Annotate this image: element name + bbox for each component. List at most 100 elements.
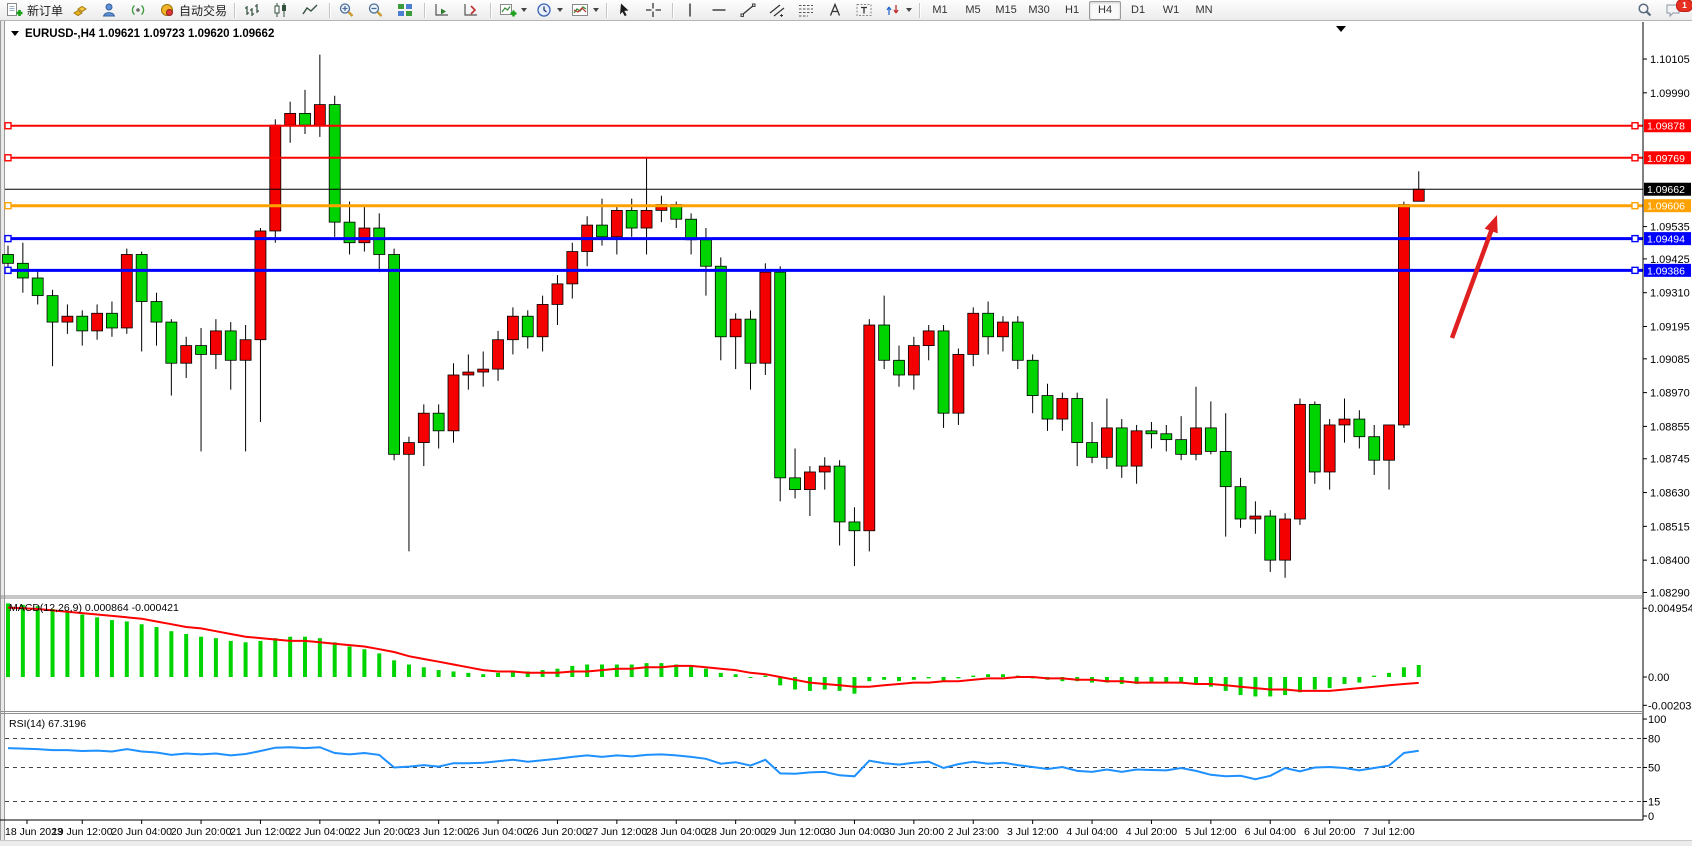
candle-down xyxy=(1175,439,1188,455)
macd-histogram-bar xyxy=(1149,677,1154,683)
macd-histogram-bar xyxy=(1104,677,1109,683)
macd-histogram-bar xyxy=(258,640,263,678)
arrows-button[interactable] xyxy=(880,0,916,21)
indicators-button[interactable] xyxy=(567,0,603,21)
trendline-icon xyxy=(740,3,756,17)
macd-histogram-bar xyxy=(466,672,471,678)
community-button[interactable] xyxy=(96,0,125,21)
zoom-out-button[interactable] xyxy=(363,0,392,21)
candle-down xyxy=(224,330,237,361)
candle-down xyxy=(833,465,846,523)
macd-histogram-bar xyxy=(50,608,55,678)
horizontal-line-button[interactable] xyxy=(706,0,735,21)
timeframe-h1[interactable]: H1 xyxy=(1065,4,1080,16)
toolbar-separator xyxy=(329,2,332,18)
macd-histogram-bar xyxy=(1208,677,1213,687)
auto-scroll-icon xyxy=(435,4,449,16)
candlestick-chart-button[interactable] xyxy=(268,0,297,21)
candle-up xyxy=(1294,403,1306,520)
toolbar-separator xyxy=(424,2,427,18)
macd-histogram-bar xyxy=(867,677,872,682)
macd-histogram-bar xyxy=(65,611,70,678)
candle-up xyxy=(358,227,371,244)
crosshair-button[interactable] xyxy=(640,0,669,21)
timeframe-w1[interactable]: W1 xyxy=(1162,4,1180,16)
price-tag-label: 1.09606 xyxy=(1647,201,1685,213)
text-button[interactable] xyxy=(822,0,851,21)
timeframe-h4[interactable]: H4 xyxy=(1089,0,1122,20)
chart-canvas[interactable]: 1.09878 1.09769 1.09662 1.09606 1.09494 1.093… xyxy=(0,21,1692,846)
price-tick-label: 1.09425 xyxy=(1650,254,1690,266)
cursor-button[interactable] xyxy=(611,0,640,21)
candle-up xyxy=(239,339,252,361)
new-order-button[interactable]: 新订单 xyxy=(2,0,67,21)
candle-up xyxy=(907,345,920,376)
new-chart-button[interactable] xyxy=(495,0,531,21)
text-label-button[interactable] xyxy=(851,0,880,21)
timeframe-mn[interactable]: MN xyxy=(1195,4,1213,16)
trend-arrow[interactable] xyxy=(1449,226,1495,339)
window-bottom-edge xyxy=(0,840,1692,846)
timeframe-m15[interactable]: M15 xyxy=(995,4,1017,16)
candle-down xyxy=(521,315,534,338)
candle-down xyxy=(774,271,787,479)
auto-trading-button[interactable]: 自动交易 xyxy=(154,0,231,21)
macd-histogram-bar xyxy=(644,663,649,678)
left-splitter[interactable] xyxy=(0,21,5,840)
candle-up xyxy=(1323,424,1336,473)
candle-down xyxy=(848,521,861,532)
chart-shift-button[interactable] xyxy=(458,0,487,21)
deposit-button[interactable] xyxy=(67,0,96,21)
vertical-line-button[interactable] xyxy=(677,0,706,21)
line-anchor xyxy=(1631,266,1639,275)
price-tag xyxy=(1644,232,1691,246)
time-axis-label: 22 Jun 04:00 xyxy=(289,826,350,838)
search-button[interactable] xyxy=(1632,0,1661,21)
candle-up xyxy=(1412,188,1425,202)
timeframe-d1[interactable]: D1 xyxy=(1131,4,1146,16)
price-tag xyxy=(1644,151,1691,165)
macd-histogram-bar xyxy=(109,620,114,678)
price-tick-label: 1.10105 xyxy=(1650,54,1690,66)
trend-arrow-head[interactable] xyxy=(1484,215,1498,234)
timeframe-m5[interactable]: M5 xyxy=(965,4,981,16)
equidistant-channel-button[interactable] xyxy=(764,0,793,21)
timeframe-m30[interactable]: M30 xyxy=(1028,4,1050,16)
timeframe-m1[interactable]: M1 xyxy=(932,4,948,16)
macd-histogram-bar xyxy=(1194,677,1198,684)
price-tag xyxy=(1644,199,1691,213)
signals-button[interactable] xyxy=(125,0,154,21)
line-anchor xyxy=(4,234,12,243)
time-axis-label: 2 Jul 23:00 xyxy=(948,826,1000,838)
candle-up xyxy=(1383,424,1395,461)
arrows-icon xyxy=(886,5,899,15)
auto-scroll-button[interactable] xyxy=(429,0,458,21)
macd-tick-label: -0.002038 xyxy=(1648,700,1692,712)
time-axis-label: 30 Jun 04:00 xyxy=(824,826,885,838)
candle-up xyxy=(863,324,876,532)
macd-histogram-bar xyxy=(288,636,293,678)
candle-down xyxy=(135,254,148,302)
fibonacci-button[interactable] xyxy=(793,0,822,21)
trendline-button[interactable] xyxy=(735,0,764,21)
time-axis-label: 28 Jun 20:00 xyxy=(705,826,766,838)
tile-windows-button[interactable] xyxy=(392,0,421,21)
text-a-icon xyxy=(829,2,841,16)
time-axis-label: 28 Jun 04:00 xyxy=(646,826,707,838)
time-axis-label: 5 Jul 12:00 xyxy=(1185,826,1237,838)
notifications-button[interactable]: 1 xyxy=(1661,0,1692,21)
candle-up xyxy=(269,124,282,232)
chart-area[interactable]: 1.09878 1.09769 1.09662 1.09606 1.09494 1.093… xyxy=(0,21,1692,846)
line-chart-button[interactable] xyxy=(297,0,326,21)
scroll-end-marker[interactable] xyxy=(1336,26,1346,32)
auto-trading-label: 自动交易 xyxy=(179,3,228,18)
periodicity-button[interactable] xyxy=(531,0,567,21)
symbol-ohlc-header: EURUSD-,H4 1.09621 1.09723 1.09620 1.096… xyxy=(25,28,274,40)
zoom-in-button[interactable] xyxy=(334,0,363,21)
symbol-dropdown-icon[interactable] xyxy=(11,31,19,36)
zoom-in-icon xyxy=(339,3,354,17)
indicators-layer xyxy=(5,603,1643,802)
candle-up xyxy=(120,254,133,329)
price-tick-label: 1.08855 xyxy=(1650,421,1690,433)
bar-chart-button[interactable] xyxy=(239,0,268,21)
